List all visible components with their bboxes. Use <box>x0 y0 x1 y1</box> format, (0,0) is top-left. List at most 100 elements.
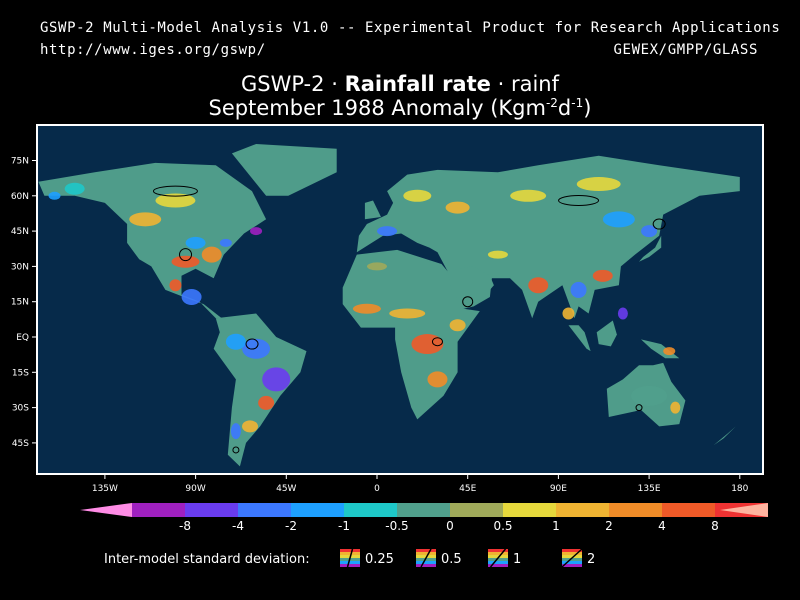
anomaly-cell <box>562 307 575 320</box>
colorbar-overflow <box>720 503 768 517</box>
anomaly-cell <box>641 225 658 238</box>
colorbar-segment <box>662 503 715 517</box>
stddev-legend-value: 1 <box>513 552 521 567</box>
anomaly-cell <box>155 193 196 208</box>
contour-line <box>152 185 198 197</box>
contour-line <box>652 218 666 230</box>
lat-tick-label: 45N <box>11 227 29 237</box>
colorbar-tick-label: -4 <box>232 519 244 533</box>
stddev-legend-item: 1 <box>488 548 521 568</box>
legend-swatch-band <box>340 552 360 555</box>
colorbar-tick-label: 2 <box>605 519 613 533</box>
legend-swatch-band <box>488 549 508 552</box>
lat-tick-label: 45S <box>12 439 29 449</box>
anomaly-cell <box>129 212 162 227</box>
anomaly-cell <box>181 288 202 305</box>
anomaly-cell <box>631 385 668 406</box>
colorbar-segment <box>344 503 397 517</box>
colorbar-tick-label: -8 <box>179 519 191 533</box>
lon-tick-label: 0 <box>374 484 380 494</box>
title-variable-short: rainf <box>510 72 559 96</box>
colorbar-segment <box>503 503 556 517</box>
anomaly-cell <box>449 319 466 332</box>
legend-swatch-band <box>340 549 360 552</box>
legend-slash <box>420 548 432 568</box>
unit-exponent-1: -2 <box>545 96 558 110</box>
colorbar-tick-label: 0.5 <box>493 519 512 533</box>
legend-swatch-band <box>562 552 582 555</box>
colorbar-segment <box>291 503 344 517</box>
colorbar-segment <box>185 503 238 517</box>
title-separator: · <box>331 72 338 96</box>
title-dataset: GSWP-2 <box>240 72 325 96</box>
legend-swatch-band <box>562 558 582 561</box>
anomaly-cell <box>570 281 587 298</box>
anomaly-cell <box>592 269 613 282</box>
arabia <box>447 266 494 309</box>
great-britain <box>364 200 381 220</box>
anomaly-cell <box>487 250 508 259</box>
stddev-legend-value: 0.5 <box>441 552 462 567</box>
lat-tick-label: 30S <box>12 404 29 414</box>
lon-tick-label: 135W <box>92 484 118 494</box>
product-line: GSWP-2 Multi-Model Analysis V1.0 -- Expe… <box>40 20 781 36</box>
north-america <box>38 162 267 319</box>
colorbar-segment <box>132 503 185 517</box>
map-subtitle: September 1988 Anomaly (Kgm-2d-1) <box>0 96 800 120</box>
anomaly-cell <box>663 347 676 356</box>
lon-tick-label: 135E <box>638 484 661 494</box>
legend-swatch-band <box>562 549 582 552</box>
stddev-legend-item: 0.5 <box>416 548 462 568</box>
subtitle-close: ) <box>583 96 592 120</box>
anomaly-cell <box>48 191 61 200</box>
borneo <box>596 320 617 347</box>
colorbar: -8 -4 -2 -1 -0.5 0 0.5 1 2 4 8 <box>80 503 768 533</box>
colorbar-tick-label: 0 <box>446 519 454 533</box>
legend-slash <box>489 548 507 568</box>
sumatra <box>568 325 591 352</box>
legend-slash <box>561 548 583 568</box>
stddev-legend-label: Inter-model standard deviation: <box>104 552 310 567</box>
colorbar-segment <box>450 503 503 517</box>
title-variable-long: Rainfall rate <box>344 72 491 96</box>
colorbar-segment <box>609 503 662 517</box>
contour-line <box>232 446 240 454</box>
stddev-legend-item: 2 <box>561 548 595 568</box>
colorbar-tick-label: 4 <box>658 519 666 533</box>
lat-axis: 75N 60N 45N 30N 15N EQ 15S 30S 45S <box>11 157 37 449</box>
anomaly-cell <box>576 177 621 192</box>
land-layer <box>38 144 740 467</box>
anomaly-cell <box>670 401 681 414</box>
anomaly-cell <box>262 367 291 392</box>
anomaly-cell <box>250 227 263 236</box>
legend-swatch-band <box>416 564 436 567</box>
anomaly-cell <box>230 423 241 440</box>
legend-swatch-band <box>416 549 436 552</box>
anomaly-cell <box>225 333 246 350</box>
anomaly-cell <box>64 182 85 195</box>
anomaly-cell <box>367 262 387 271</box>
subtitle-text: September 1988 Anomaly (Kgm <box>208 96 546 120</box>
unit-exponent-2: -1 <box>571 96 584 110</box>
anomaly-cell <box>427 371 448 388</box>
colorbar-tick-label: 8 <box>711 519 719 533</box>
anomaly-cell <box>445 201 470 214</box>
anomaly-cell <box>242 338 271 359</box>
legend-swatch-band <box>488 555 508 558</box>
anomaly-cell <box>185 236 206 249</box>
lon-tick-label: 45W <box>276 484 296 494</box>
contour-line <box>558 195 600 207</box>
anomaly-cell <box>377 226 398 237</box>
unit-d: d <box>557 96 572 120</box>
anomaly-cell <box>602 211 635 228</box>
anomaly-cell <box>201 246 222 263</box>
stddev-legend-item: 0.25 <box>340 548 394 568</box>
stddev-legend-value: 0.25 <box>365 552 394 567</box>
lat-tick-label: 15S <box>12 368 29 378</box>
lat-tick-label: 15N <box>11 298 29 308</box>
colorbar-segment <box>556 503 609 517</box>
colorbar-segment <box>238 503 291 517</box>
japan <box>639 235 662 262</box>
stddev-contours <box>152 185 666 454</box>
product-url[interactable]: http://www.iges.org/gswp/ <box>40 42 266 58</box>
